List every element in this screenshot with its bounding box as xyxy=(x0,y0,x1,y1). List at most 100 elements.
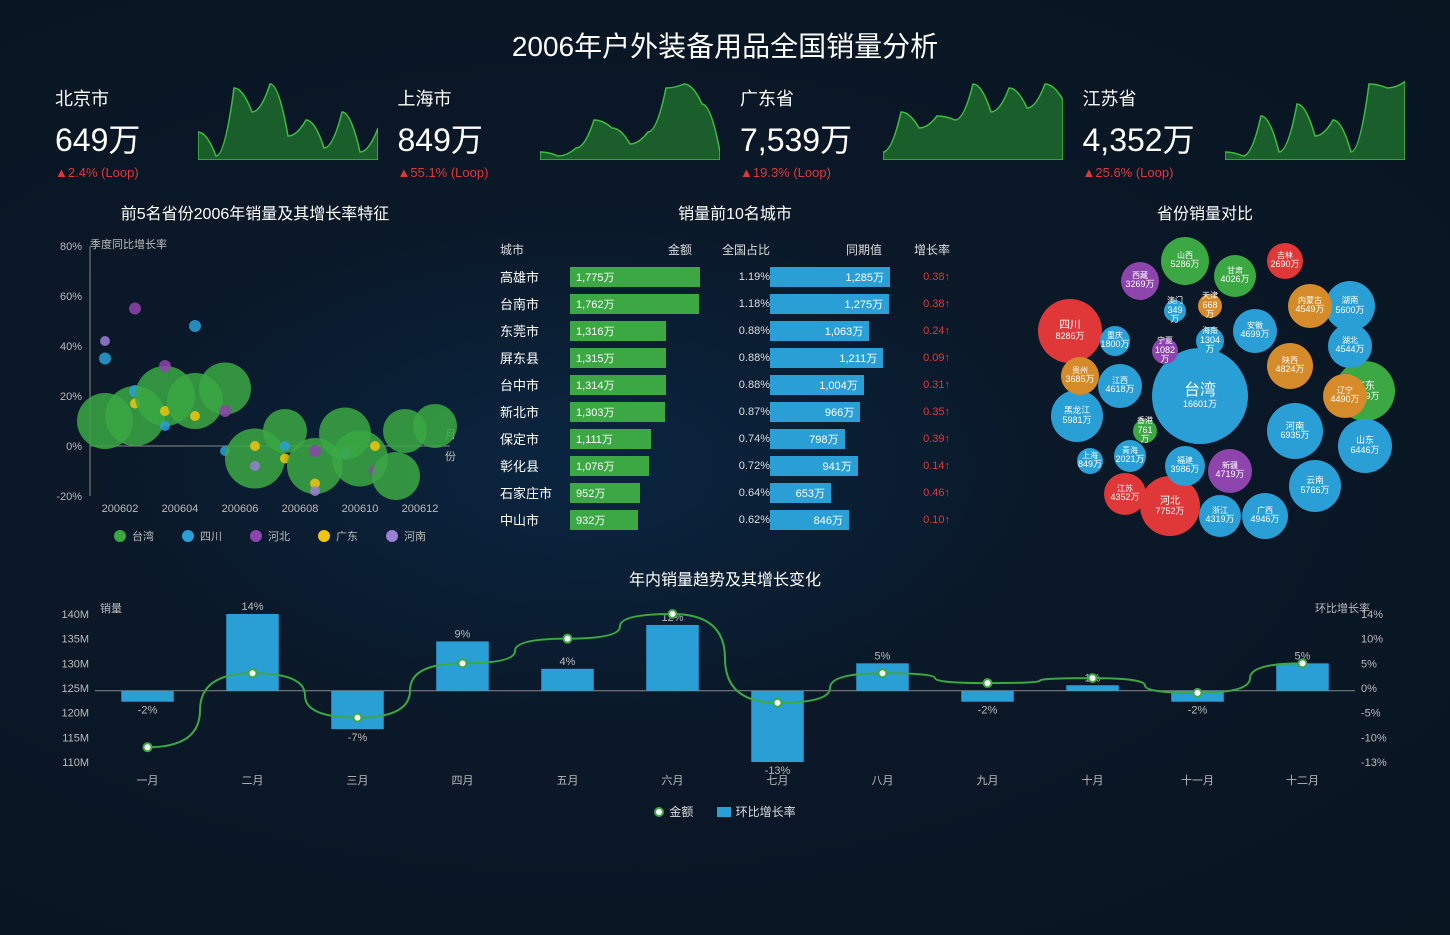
bubble: 浙江 4319万 xyxy=(1199,495,1241,537)
table-row: 台中市 1,314万 0.88% 1,004万 0.31↑ xyxy=(500,371,970,398)
bubble-label: 河北 xyxy=(1160,496,1180,507)
bubble: 内蒙古 4549万 xyxy=(1288,284,1332,328)
kpi-delta: ▲2.4% (Loop) xyxy=(55,165,368,180)
table-header-cell: 增长率 xyxy=(890,241,950,258)
bubble-value: 16601万 xyxy=(1183,400,1217,410)
cell-city: 新北市 xyxy=(500,402,570,421)
svg-text:-2%: -2% xyxy=(978,705,998,717)
bubble: 四川 8286万 xyxy=(1038,299,1102,363)
bubble: 西藏 3269万 xyxy=(1121,262,1159,300)
kpi-sparkline xyxy=(883,80,1063,160)
table-row: 高雄市 1,775万 1.19% 1,285万 0.38↑ xyxy=(500,263,970,290)
cell-amount-bar: 1,314万 xyxy=(570,375,700,395)
bubble: 山东 6446万 xyxy=(1338,419,1392,473)
cell-city: 石家庄市 xyxy=(500,483,570,502)
bubble: 江苏 4352万 xyxy=(1104,473,1146,515)
svg-text:二月: 二月 xyxy=(242,775,264,787)
table-row: 中山市 932万 0.62% 846万 0.10↑ xyxy=(500,506,970,533)
bubble: 香港 761万 xyxy=(1133,419,1157,443)
kpi-card: 广东省 7,539万 ▲19.3% (Loop) xyxy=(725,85,1068,180)
table-row: 彰化县 1,076万 0.72% 941万 0.14↑ xyxy=(500,452,970,479)
svg-text:六月: 六月 xyxy=(662,774,684,787)
cell-amount-bar: 932万 xyxy=(570,510,700,530)
cell-amount-bar: 1,076万 xyxy=(570,456,700,476)
trend-legend: 金额 环比增长率 xyxy=(40,803,1410,820)
cell-pct: 0.88% xyxy=(700,352,770,364)
cell-amount-bar: 1,775万 xyxy=(570,267,700,287)
bubble-value: 4352万 xyxy=(1110,493,1139,503)
cell-amount-bar: 952万 xyxy=(570,483,700,503)
svg-text:130M: 130M xyxy=(61,658,89,670)
kpi-sparkline xyxy=(540,80,720,160)
cell-prev-bar: 653万 xyxy=(770,483,890,503)
cell-prev-bar: 1,004万 xyxy=(770,375,890,395)
cell-city: 中山市 xyxy=(500,510,570,529)
cell-growth: 0.09↑ xyxy=(890,352,950,364)
svg-text:河北: 河北 xyxy=(268,530,290,543)
svg-text:110M: 110M xyxy=(62,757,89,769)
kpi-row: 北京市 649万 ▲2.4% (Loop) 上海市 849万 ▲55.1% (L… xyxy=(0,85,1450,180)
svg-text:135M: 135M xyxy=(61,634,89,646)
svg-text:五月: 五月 xyxy=(557,775,579,787)
svg-text:200604: 200604 xyxy=(162,503,199,515)
cell-prev-bar: 1,063万 xyxy=(770,321,890,341)
table-header-cell: 全国占比 xyxy=(700,241,770,258)
svg-text:14%: 14% xyxy=(241,602,263,613)
bubble-value: 1082万 xyxy=(1152,346,1178,366)
bubble: 重庆 1800万 xyxy=(1100,326,1130,356)
cell-amount-bar: 1,316万 xyxy=(570,321,700,341)
bubble: 江西 4618万 xyxy=(1098,364,1142,408)
svg-text:季度同比增长率: 季度同比增长率 xyxy=(90,237,167,251)
bubble: 甘肃 4026万 xyxy=(1214,255,1256,297)
cell-pct: 0.64% xyxy=(700,487,770,499)
svg-text:三月: 三月 xyxy=(347,775,369,787)
cell-growth: 0.31↑ xyxy=(890,379,950,391)
svg-text:40%: 40% xyxy=(60,341,82,353)
cell-amount-bar: 1,762万 xyxy=(570,294,700,314)
svg-text:九月: 九月 xyxy=(977,774,999,787)
bubble: 吉林 2690万 xyxy=(1267,243,1303,279)
svg-text:-2%: -2% xyxy=(138,705,158,717)
bubble-chart: 台湾 16601万 四川 8286万 河北 7752万 广东 7539万 河南 … xyxy=(1015,236,1395,546)
bubble: 辽宁 4490万 xyxy=(1323,374,1367,418)
bubble-value: 5766万 xyxy=(1300,486,1329,496)
kpi-card: 上海市 849万 ▲55.1% (Loop) xyxy=(383,85,726,180)
kpi-sparkline xyxy=(1225,80,1405,160)
bubble: 陕西 4824万 xyxy=(1267,343,1313,389)
bubble-value: 5981万 xyxy=(1062,416,1091,426)
bubble: 贵州 3685万 xyxy=(1061,357,1099,395)
bubble-value: 5600万 xyxy=(1335,306,1364,316)
table-header-cell: 同期值 xyxy=(770,241,890,258)
table-row: 石家庄市 952万 0.64% 653万 0.46↑ xyxy=(500,479,970,506)
svg-text:十二月: 十二月 xyxy=(1286,773,1319,787)
bubble: 新疆 4719万 xyxy=(1208,449,1252,493)
svg-text:0%: 0% xyxy=(66,441,82,453)
svg-text:-2%: -2% xyxy=(1188,705,1208,717)
kpi-card: 北京市 649万 ▲2.4% (Loop) xyxy=(40,85,383,180)
svg-text:0%: 0% xyxy=(1361,683,1377,695)
cell-city: 保定市 xyxy=(500,429,570,448)
bubble-value: 2690万 xyxy=(1270,260,1299,270)
svg-text:四川: 四川 xyxy=(200,531,222,543)
bubble-value: 4026万 xyxy=(1220,275,1249,285)
cell-prev-bar: 846万 xyxy=(770,510,890,530)
cell-city: 屏东县 xyxy=(500,348,570,367)
table-row: 新北市 1,303万 0.87% 966万 0.35↑ xyxy=(500,398,970,425)
bubble: 上海 849万 xyxy=(1077,448,1103,474)
bubble: 河南 6935万 xyxy=(1267,403,1323,459)
kpi-card: 江苏省 4,352万 ▲25.6% (Loop) xyxy=(1068,85,1411,180)
cell-growth: 0.10↑ xyxy=(890,514,950,526)
cell-city: 台南市 xyxy=(500,294,570,313)
cell-pct: 0.74% xyxy=(700,433,770,445)
bubble-value: 4699万 xyxy=(1240,330,1269,340)
svg-text:60%: 60% xyxy=(60,291,82,303)
cell-amount-bar: 1,111万 xyxy=(570,429,700,449)
bubble-value: 6446万 xyxy=(1350,446,1379,456)
svg-text:台湾: 台湾 xyxy=(132,529,154,543)
svg-text:-13%: -13% xyxy=(1361,757,1387,769)
bubble-value: 4549万 xyxy=(1295,305,1324,315)
cell-pct: 1.19% xyxy=(700,271,770,283)
bubble-value: 4946万 xyxy=(1250,515,1279,525)
svg-text:份: 份 xyxy=(445,450,456,463)
bubble-value: 4719万 xyxy=(1215,470,1244,480)
